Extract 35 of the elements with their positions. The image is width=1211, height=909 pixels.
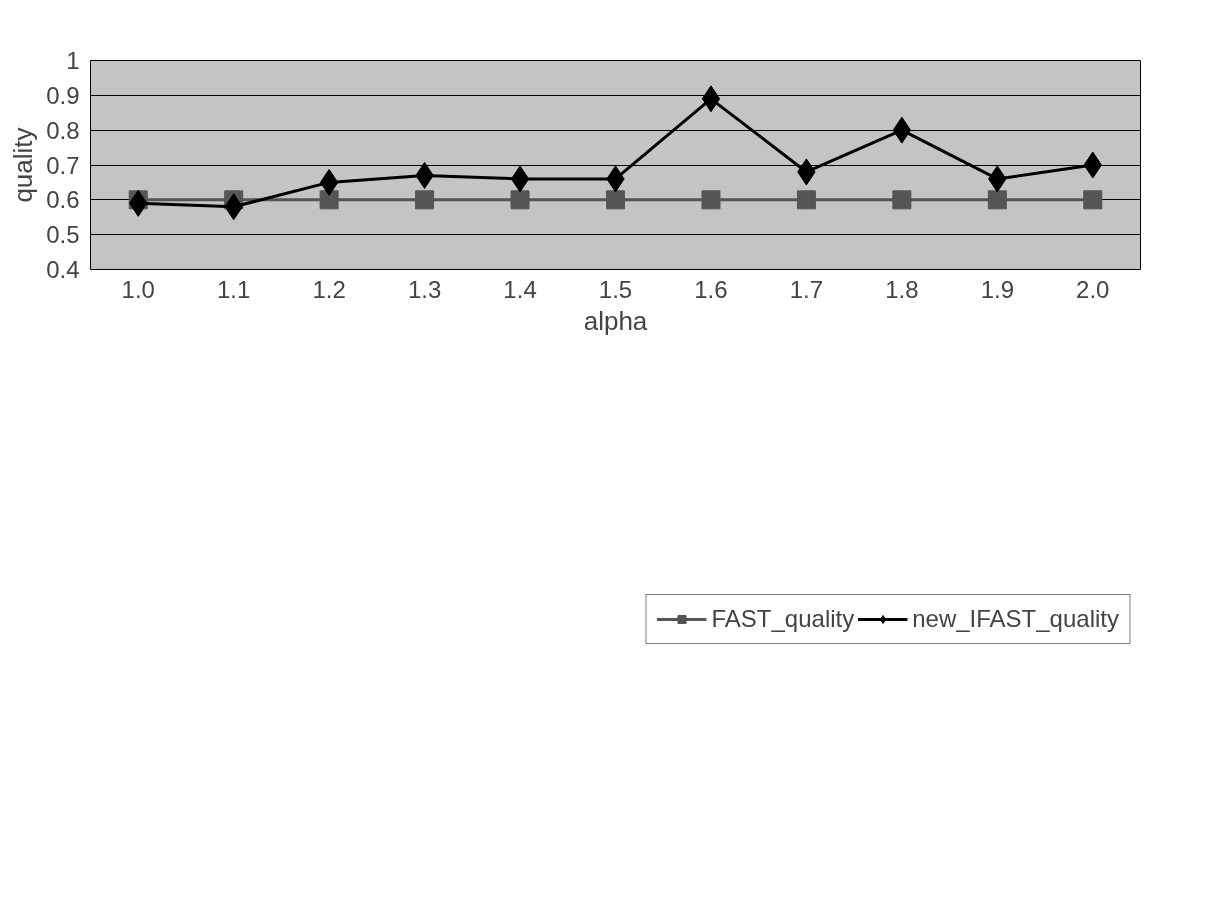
legend-label: FAST_quality [711,605,855,633]
point [319,168,339,196]
x-tick-label: 1.2 [312,275,346,303]
point [701,190,721,210]
y-tick-label: 0.5 [46,221,80,249]
y-tick-label: 0.7 [46,151,80,179]
x-tick-label: 1.4 [503,275,537,303]
x-tick-label: 1.0 [121,275,155,303]
point [510,165,530,193]
legend-label: new_IFAST_quality [912,605,1119,633]
point [892,116,912,144]
x-tick-label: 1.9 [980,275,1015,303]
y-tick-label: 1 [66,47,80,74]
point [1083,190,1103,210]
x-tick-label: 1.6 [694,275,728,303]
point [606,190,625,210]
point [415,190,435,210]
point [796,190,816,210]
x-tick-label: 1.5 [598,275,633,303]
x-axis-title: alpha [583,305,648,336]
y-axis-title: quality [8,127,39,203]
y-tick-label: 0.6 [46,186,80,214]
point [701,85,721,113]
point [319,190,339,210]
x-tick-label: 1.3 [407,275,442,303]
x-tick-label: 1.8 [885,275,919,303]
y-tick-label: 0.4 [46,256,80,283]
point [510,190,530,210]
y-tick-label: 0.9 [46,81,80,109]
point [892,190,912,210]
x-tick-label: 1.7 [789,275,824,303]
point [987,190,1007,210]
y-tick-label: 0.8 [46,116,80,144]
x-tick-label: 1.1 [217,275,251,303]
x-tick-label: 2.0 [1076,275,1110,303]
